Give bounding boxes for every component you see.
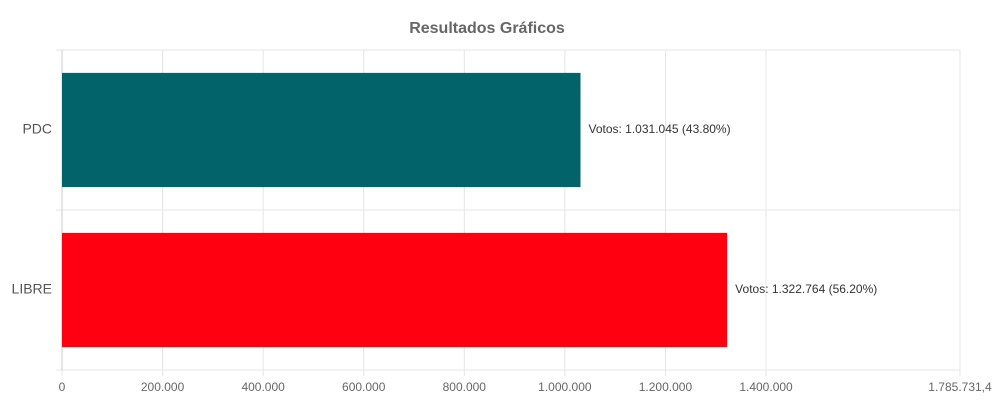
y-tick-label: PDC [22,121,52,137]
y-tick-label: LIBRE [12,281,52,297]
bar [62,232,728,348]
value-label: Votos: 1.322.764 (56.20%) [735,282,877,296]
x-tick-label: 1.400.000 [739,380,793,394]
x-tick-label: 1.785.731,4 [928,380,992,394]
x-tick-label: 400.000 [241,380,285,394]
x-tick-label: 600.000 [342,380,386,394]
x-tick-label: 1.000.000 [538,380,592,394]
x-tick-label: 0 [59,380,66,394]
x-tick-label: 800.000 [443,380,487,394]
chart-title: Resultados Gráficos [409,20,565,37]
x-tick-label: 200.000 [141,380,185,394]
bar [62,72,581,188]
x-tick-label: 1.200.000 [639,380,693,394]
value-label: Votos: 1.031.045 (43.80%) [588,122,730,136]
